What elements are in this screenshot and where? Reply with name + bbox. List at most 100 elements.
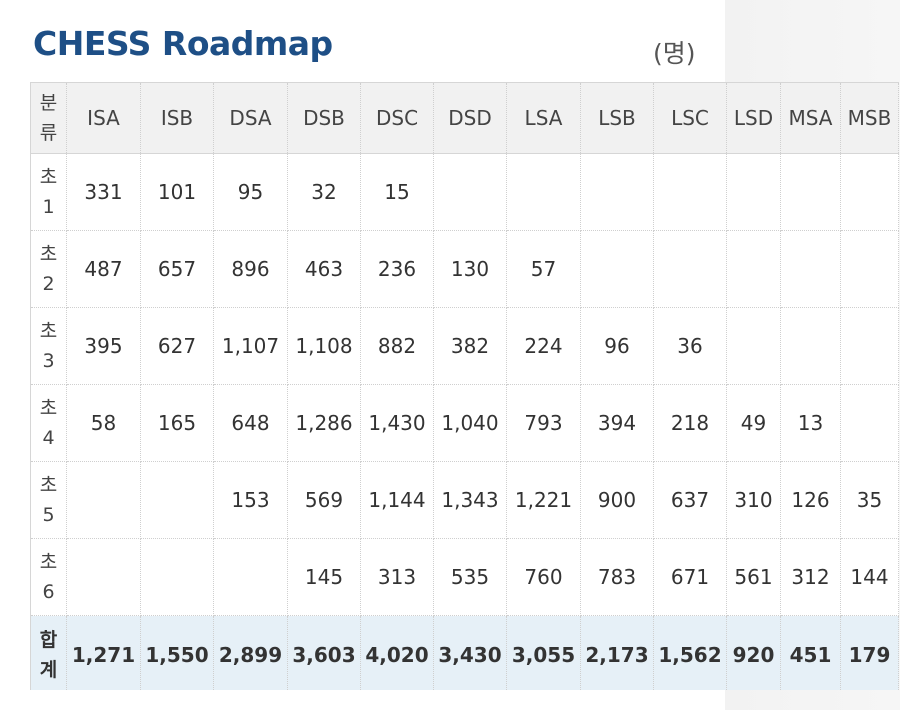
total-cell: 1,562: [653, 615, 727, 690]
table-cell: [780, 307, 841, 385]
table-cell: 101: [140, 153, 214, 231]
corner-label-line: 류: [39, 122, 58, 144]
row-label-line: 합: [39, 629, 58, 651]
table-cell: 310: [726, 461, 781, 539]
table-cell: [840, 384, 899, 462]
column-header: LSB: [580, 82, 654, 154]
table-body: 초 1 331 101 95 32 15 초 2 487 657 896 463 236 130 57 초 3 39…: [30, 153, 899, 690]
table-row: 초 2 487 657 896 463 236 130 57: [30, 230, 899, 308]
table-cell: 627: [140, 307, 214, 385]
table-cell: [780, 230, 841, 308]
table-cell: [840, 153, 899, 231]
row-label-line: 4: [42, 427, 55, 449]
table-row: 초 3 395 627 1,107 1,108 882 382 224 96 36: [30, 307, 899, 385]
table-cell: 35: [840, 461, 899, 539]
row-label-line: 3: [42, 350, 55, 372]
table-row: 초 5 153 569 1,144 1,343 1,221 900 637 310 126 35: [30, 461, 899, 539]
table-cell: 49: [726, 384, 781, 462]
table-cell: 1,107: [213, 307, 288, 385]
table-cell: 671: [653, 538, 727, 616]
table-cell: 648: [213, 384, 288, 462]
row-label-line: 6: [42, 581, 55, 603]
column-header: LSD: [726, 82, 781, 154]
table-cell: 793: [506, 384, 581, 462]
table-cell: [140, 538, 214, 616]
table-cell: 144: [840, 538, 899, 616]
table-cell: 165: [140, 384, 214, 462]
table-cell: 1,040: [433, 384, 507, 462]
table-cell: 1,343: [433, 461, 507, 539]
column-header: MSB: [840, 82, 899, 154]
table-cell: 331: [66, 153, 141, 231]
total-cell: 4,020: [360, 615, 434, 690]
row-label-line: 1: [42, 196, 55, 218]
table-cell: 487: [66, 230, 141, 308]
total-cell: 3,603: [287, 615, 361, 690]
row-label-line: 초: [39, 551, 58, 573]
column-header: DSB: [287, 82, 361, 154]
roadmap-table: 분 류 ISA ISB DSA DSB DSC DSD LSA LSB LSC …: [30, 82, 899, 690]
table-cell: [66, 538, 141, 616]
table-cell: 382: [433, 307, 507, 385]
table-row: 초 1 331 101 95 32 15: [30, 153, 899, 231]
table-cell: 561: [726, 538, 781, 616]
table-cell: 36: [653, 307, 727, 385]
table-cell: 313: [360, 538, 434, 616]
total-cell: 2,899: [213, 615, 288, 690]
table-cell: 760: [506, 538, 581, 616]
total-cell: 2,173: [580, 615, 654, 690]
column-header: DSD: [433, 82, 507, 154]
table-cell: 32: [287, 153, 361, 231]
table-cell: [726, 307, 781, 385]
total-cell: 920: [726, 615, 781, 690]
table-cell: 896: [213, 230, 288, 308]
table-cell: [780, 153, 841, 231]
row-label-line: 초: [39, 243, 58, 265]
table-cell: 395: [66, 307, 141, 385]
table-cell: 95: [213, 153, 288, 231]
table-cell: [580, 153, 654, 231]
table-row: 초 6 145 313 535 760 783 671 561 312 144: [30, 538, 899, 616]
table-cell: 96: [580, 307, 654, 385]
table-cell: 236: [360, 230, 434, 308]
total-cell: 451: [780, 615, 841, 690]
table-cell: [433, 153, 507, 231]
corner-header: 분 류: [30, 82, 67, 154]
table-cell: 783: [580, 538, 654, 616]
row-label-line: 초: [39, 397, 58, 419]
column-header: DSA: [213, 82, 288, 154]
table-cell: 218: [653, 384, 727, 462]
total-cell: 1,550: [140, 615, 214, 690]
table-cell: 145: [287, 538, 361, 616]
table-cell: [66, 461, 141, 539]
table-cell: 126: [780, 461, 841, 539]
column-header: LSA: [506, 82, 581, 154]
table-cell: 58: [66, 384, 141, 462]
unit-label: (명): [653, 39, 696, 68]
table-cell: 1,108: [287, 307, 361, 385]
table-cell: 657: [140, 230, 214, 308]
row-label-line: 초: [39, 166, 58, 188]
table-cell: 1,144: [360, 461, 434, 539]
row-label-line: 계: [39, 659, 58, 681]
table-cell: 637: [653, 461, 727, 539]
table-cell: 15: [360, 153, 434, 231]
column-header: LSC: [653, 82, 727, 154]
table-cell: 1,286: [287, 384, 361, 462]
table-cell: 1,430: [360, 384, 434, 462]
column-header: ISB: [140, 82, 214, 154]
table-cell: [840, 230, 899, 308]
table-cell: [506, 153, 581, 231]
table-cell: [580, 230, 654, 308]
table-cell: 312: [780, 538, 841, 616]
row-label-line: 초: [39, 320, 58, 342]
table-cell: 130: [433, 230, 507, 308]
table-cell: [653, 153, 727, 231]
total-row: 합 계 1,271 1,550 2,899 3,603 4,020 3,430 3,055 2,1…: [30, 615, 899, 690]
column-header: MSA: [780, 82, 841, 154]
table-cell: 882: [360, 307, 434, 385]
